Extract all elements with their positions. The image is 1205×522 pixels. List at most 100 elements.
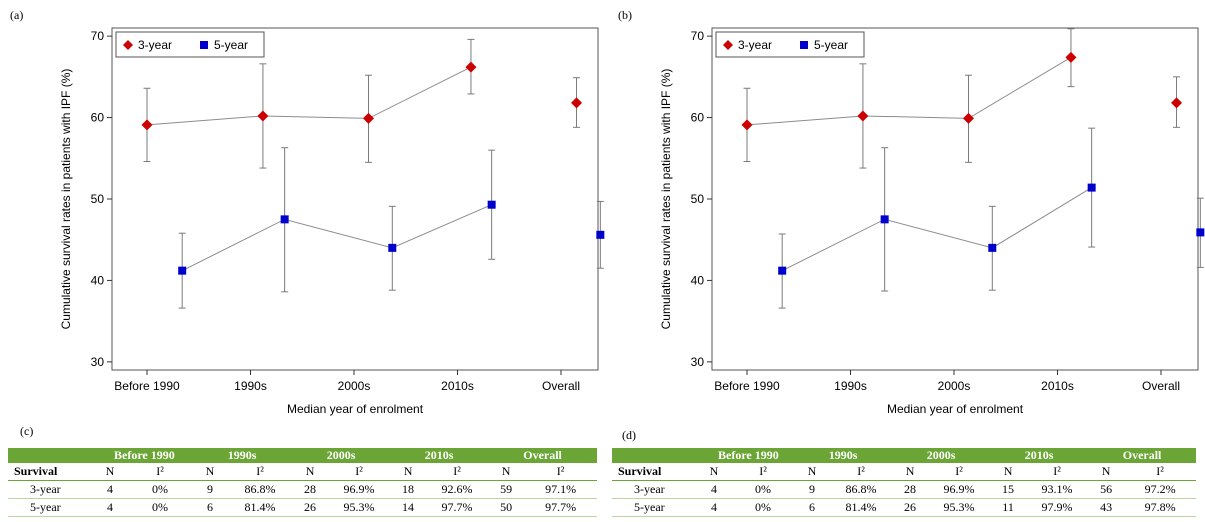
group-1990s: 1990s	[192, 448, 293, 463]
table-cell: 43	[1088, 498, 1125, 517]
x-axis-label: Median year of enrolment	[887, 402, 1024, 416]
data-point-3-year	[141, 119, 153, 131]
legend-marker-5-year	[800, 41, 808, 49]
series-line-5-year	[181, 204, 492, 272]
series-line-3-year	[146, 66, 472, 126]
table-group-header: Before 1990 1990s 2000s 2010s Overall	[8, 448, 598, 463]
table-cell: 97.1%	[524, 480, 598, 499]
x-tick-label: 2000s	[938, 379, 971, 393]
y-axis-label: Cumulative survival rates in patients wi…	[59, 69, 73, 330]
subheader-i2: I²	[426, 463, 489, 481]
legend: 3-year 5-year	[115, 31, 265, 58]
x-tick-label: Before 1990	[714, 379, 780, 393]
data-point-3-year	[571, 97, 583, 109]
subheader-n: N	[696, 463, 732, 481]
subheader-n: N	[292, 463, 329, 481]
legend-marker-3-year	[723, 40, 733, 50]
table-cell: 97.7%	[426, 498, 489, 517]
subheader-n: N	[92, 463, 128, 481]
group-before-1990: Before 1990	[696, 448, 795, 463]
y-tick-label: 30	[91, 355, 105, 369]
subheader-i2: I²	[1124, 463, 1197, 481]
table-row: 5-year 4 0% 6 81.4% 26 95.3% 14 97.7% 50…	[8, 498, 598, 517]
table-cell: 14	[390, 498, 427, 517]
group-overall: Overall	[488, 448, 598, 463]
chart-a: 30 40 50 60 70 Before 1990 1990s 2000s 2010s Over…	[59, 27, 605, 416]
table-cell: 59	[488, 480, 525, 499]
table-cell: 81.4%	[830, 498, 893, 517]
table-cell: 0%	[732, 498, 795, 517]
x-tick-label: 1990s	[834, 379, 867, 393]
subheader-n: N	[990, 463, 1027, 481]
legend-box	[115, 31, 265, 58]
data-point-5-year	[1196, 228, 1205, 237]
survival-header: Survival	[612, 463, 696, 481]
legend-box	[715, 31, 865, 58]
legend-label-3-year: 3-year	[738, 38, 772, 52]
legend-marker-3-year	[123, 40, 133, 50]
panel-label-d: (d)	[622, 428, 636, 442]
data-point-3-year	[857, 110, 869, 122]
table-cell: 81.4%	[228, 498, 293, 517]
x-tick-label: 2010s	[1041, 379, 1074, 393]
data-point-3-year	[1171, 97, 1183, 109]
y-tick-label: 70	[691, 29, 705, 43]
group-2000s: 2000s	[292, 448, 391, 463]
legend: 3-year 5-year	[715, 31, 865, 58]
subheader-n: N	[488, 463, 525, 481]
table-cell: 96.9%	[328, 480, 391, 499]
subheader-i2: I²	[328, 463, 391, 481]
table-row: 5-year 4 0% 6 81.4% 26 95.3% 11 97.9% 43…	[612, 498, 1197, 517]
data-point-5-year	[778, 266, 787, 275]
table-cell: 0%	[128, 480, 193, 499]
y-tick-label: 60	[691, 111, 705, 125]
table-cell: 18	[390, 480, 427, 499]
group-overall: Overall	[1088, 448, 1197, 463]
group-before-1990: Before 1990	[92, 448, 193, 463]
legend-label-3-year: 3-year	[138, 38, 172, 52]
data-point-3-year	[257, 110, 269, 122]
subheader-n: N	[390, 463, 427, 481]
legend-label-5-year: 5-year	[814, 38, 848, 52]
subheader-i2: I²	[732, 463, 795, 481]
table-subheader: Survival N I² N I² N I² N I² N I²	[612, 463, 1197, 481]
group-2010s: 2010s	[390, 448, 489, 463]
table-cell: 9	[794, 480, 831, 499]
subheader-i2: I²	[128, 463, 193, 481]
data-point-3-year	[465, 61, 477, 73]
x-tick-label: 2000s	[338, 379, 371, 393]
table-cell: 97.2%	[1124, 480, 1197, 499]
subheader-n: N	[794, 463, 831, 481]
data-point-5-year	[988, 243, 997, 252]
x-axis-label: Median year of enrolment	[287, 402, 424, 416]
table-cell: 95.3%	[928, 498, 991, 517]
table-cell: 0%	[732, 480, 795, 499]
subheader-n: N	[892, 463, 929, 481]
y-tick-label: 40	[691, 273, 705, 287]
plot-frame	[711, 27, 1199, 371]
data-point-5-year	[280, 215, 289, 224]
table-cell: 97.8%	[1124, 498, 1197, 517]
panel-label-b: (b)	[618, 8, 632, 22]
table-cell: 26	[892, 498, 929, 517]
table-cell: 4	[696, 498, 732, 517]
group-2010s: 2010s	[990, 448, 1089, 463]
data-point-5-year	[178, 266, 187, 275]
table-cell: 4	[92, 480, 128, 499]
series-line-5-year	[781, 187, 1092, 272]
subheader-i2: I²	[1026, 463, 1089, 481]
y-tick-label: 30	[691, 355, 705, 369]
table-subheader: Survival N I² N I² N I² N I² N I²	[8, 463, 598, 481]
y-tick-label: 40	[91, 273, 105, 287]
table-cell: 26	[292, 498, 329, 517]
data-point-5-year	[596, 230, 605, 239]
table-cell: 4	[92, 498, 128, 517]
survival-header: Survival	[8, 463, 92, 481]
plot-frame	[111, 27, 599, 371]
table-row: 3-year 4 0% 9 86.8% 28 96.9% 15 93.1% 56…	[612, 480, 1197, 499]
table-cell: 86.8%	[830, 480, 893, 499]
table-cell: 92.6%	[426, 480, 489, 499]
legend-marker-5-year	[200, 41, 208, 49]
table-d: Before 1990 1990s 2000s 2010s Overall Su…	[612, 448, 1197, 517]
table-cell: 97.7%	[524, 498, 598, 517]
